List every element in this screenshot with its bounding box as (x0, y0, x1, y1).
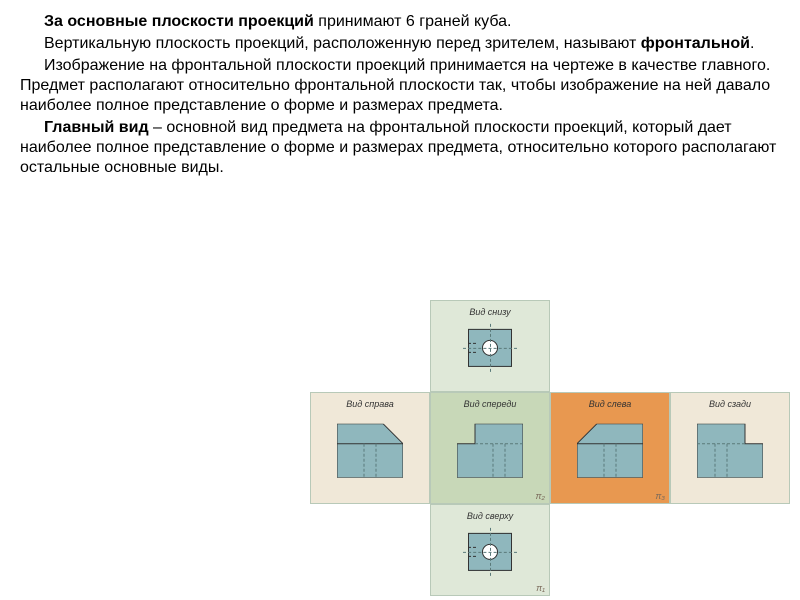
shape-back (697, 424, 763, 478)
text-p1b: принимают 6 граней куба. (314, 13, 512, 30)
text-p2c: . (750, 35, 754, 52)
shape-side-left (577, 424, 643, 478)
text-p2a: Вертикальную плоскость проекций, располо… (44, 35, 641, 52)
panel-label: Вид сверху (431, 511, 549, 521)
pi-label: π₃ (655, 491, 665, 501)
paragraph-2: Вертикальную плоскость проекций, располо… (20, 34, 780, 54)
panel-label: Вид сзади (671, 399, 789, 409)
panel-top-view: Вид сверху π₁ (430, 504, 550, 596)
body-text: За основные плоскости проекций принимают… (20, 12, 780, 178)
panel-label: Вид слева (551, 399, 669, 409)
bold-phrase-3: Главный вид (44, 119, 149, 136)
bold-phrase-2: фронтальной (641, 35, 750, 52)
bold-phrase-1: За основные плоскости проекций (44, 13, 314, 30)
panel-back-view: Вид сзади (670, 392, 790, 504)
pi-label: π₁ (536, 583, 545, 593)
panel-left-view: Вид слева π₃ (550, 392, 670, 504)
shape-front (457, 424, 523, 478)
paragraph-1: За основные плоскости проекций принимают… (20, 12, 780, 32)
panel-front-view: Вид спереди π₂ (430, 392, 550, 504)
panel-label: Вид спереди (431, 399, 549, 409)
pi-label: π₂ (536, 491, 545, 501)
shape-plan-bottom (468, 533, 512, 571)
shape-plan-top (468, 329, 512, 367)
panel-label: Вид справа (311, 399, 429, 409)
panel-right-view: Вид справа (310, 392, 430, 504)
projection-diagram: Вид снизу Вид справа (310, 300, 790, 596)
shape-side-right (337, 424, 403, 478)
paragraph-4: Главный вид – основной вид предмета на ф… (20, 118, 780, 178)
panel-bottom-view: Вид снизу (430, 300, 550, 392)
paragraph-3: Изображение на фронтальной плоскости про… (20, 56, 780, 116)
panel-label: Вид снизу (431, 307, 549, 317)
